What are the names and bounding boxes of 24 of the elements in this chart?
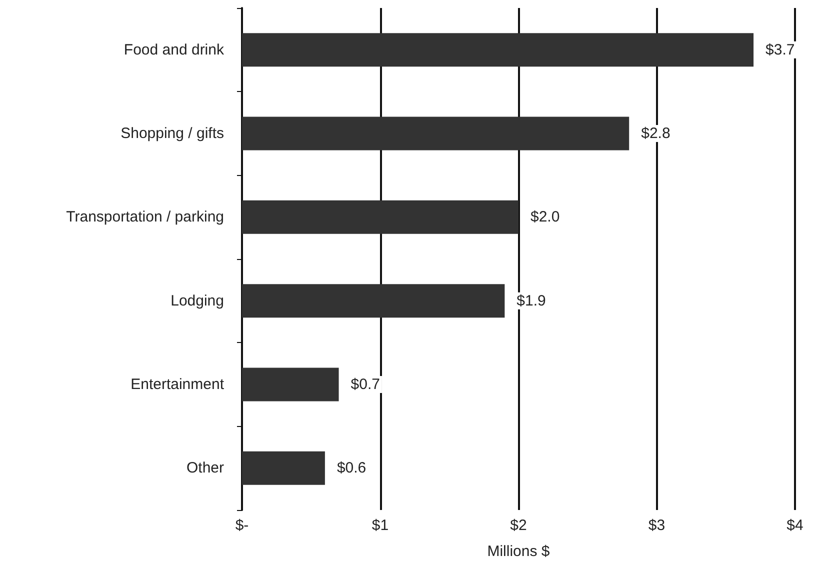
y-tick-label: Other [186, 460, 224, 477]
y-tick-label: Lodging [170, 292, 224, 310]
y-tick-label: Transportation / parking [66, 208, 224, 226]
bar [242, 116, 630, 150]
data-label: $0.7 [350, 376, 380, 393]
data-label: $1.9 [516, 292, 546, 310]
y-tick-label: Food and drink [124, 41, 224, 58]
data-label: $0.6 [336, 460, 366, 477]
x-tick-label: $1 [372, 517, 389, 534]
x-tick-label: $2 [510, 517, 527, 534]
bar [242, 284, 505, 318]
x-tick-label: $3 [648, 517, 666, 534]
bar [242, 451, 325, 485]
y-tick-label: Shopping / gifts [120, 125, 224, 142]
data-label: $2.8 [641, 125, 670, 142]
x-tick-label: $- [235, 517, 249, 534]
data-label: $2.0 [530, 208, 560, 226]
bar [242, 368, 339, 402]
y-tick-label: Entertainment [130, 376, 225, 393]
bar [242, 200, 518, 234]
x-tick-label: $4 [786, 517, 804, 534]
bar [242, 33, 754, 67]
data-label: $3.7 [766, 41, 795, 58]
x-axis-title: Millions $ [487, 543, 550, 560]
